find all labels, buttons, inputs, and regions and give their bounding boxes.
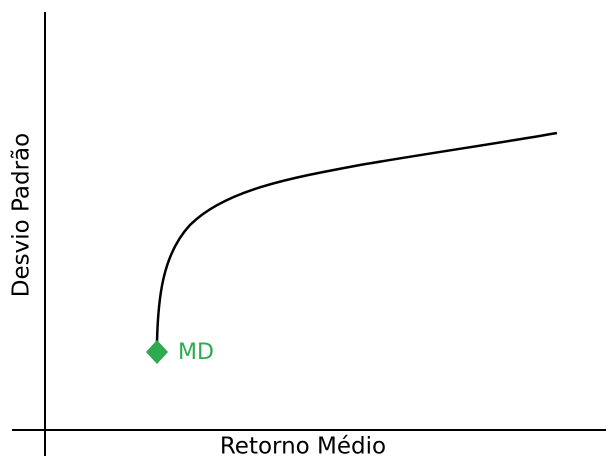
point-label: MD (178, 340, 214, 365)
y-axis-label: Desvio Padrão (9, 133, 35, 297)
point-marker (146, 340, 168, 364)
curve (155, 131, 558, 343)
x-axis-label: Retorno Médio (220, 434, 386, 460)
